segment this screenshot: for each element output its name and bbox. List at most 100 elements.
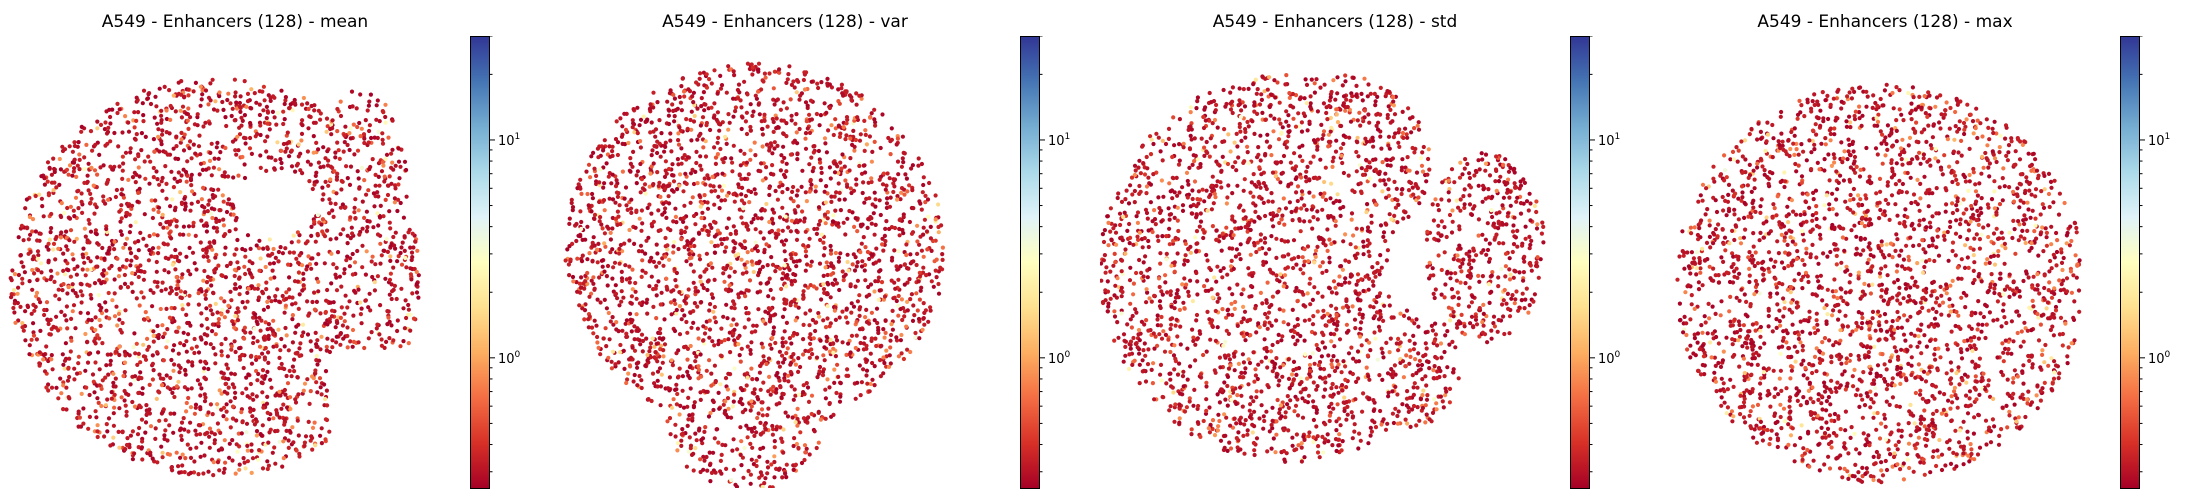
scatter-point [884,348,889,353]
scatter-point [243,248,248,253]
scatter-point [691,100,696,105]
scatter-point [111,380,116,385]
scatter-point [609,366,614,371]
scatter-point [305,377,310,382]
scatter-point [123,265,128,270]
scatter-point [723,376,729,381]
scatter-point [58,376,63,381]
scatter-point [825,210,830,215]
scatter-point [220,193,225,198]
scatter-point [628,206,634,211]
scatter-point [198,407,203,412]
scatter-point [48,268,54,273]
scatter-point [248,406,253,411]
scatter-point [190,189,195,194]
scatter-point [46,318,51,323]
scatter-point [563,258,568,263]
scatter-point [878,212,883,218]
scatter-point [271,318,276,323]
scatter-point [694,354,699,359]
scatter-point [258,123,263,128]
scatter-point [128,223,133,228]
scatter-point [755,216,761,221]
scatter-point [879,343,884,348]
scatter-point [677,332,683,337]
scatter-point [51,241,57,246]
scatter-point [71,257,76,262]
scatter-point [698,71,703,76]
scatter-point [645,117,650,122]
scatter-point [186,87,191,92]
scatter-point [883,239,888,244]
scatter-point [913,335,918,340]
scatter-point [232,252,237,257]
scatter-point [188,405,194,410]
scatter-point [751,323,756,328]
scatter-point [738,148,743,153]
scatter-point [597,219,602,224]
scatter-point [675,157,680,162]
scatter-point [791,272,796,277]
scatter-point [888,345,893,350]
scatter-point [577,281,582,286]
scatter-point [784,475,789,480]
scatter-point [203,341,208,346]
scatter-point [827,82,832,87]
scatter-point [193,80,198,85]
scatter-point [71,208,76,213]
scatter-point [829,194,834,199]
scatter-point [135,265,141,270]
scatter-point [658,343,664,348]
scatter-point [102,434,107,439]
scatter-point [49,385,55,390]
scatter-point [700,227,705,232]
scatter-point [745,92,750,97]
scatter-point [829,199,834,204]
scatter-point [691,280,696,285]
scatter-point [310,186,315,192]
scatter-point [290,317,295,322]
scatter-point [102,280,107,285]
tick-base: 10 [498,352,515,367]
scatter-point [176,279,181,284]
scatter-point [795,78,800,83]
scatter-point [237,132,243,137]
scatter-point [64,229,69,234]
scatter-point [88,229,94,234]
scatter-point [356,208,361,213]
scatter-point [576,182,581,187]
scatter-point [27,279,32,284]
scatter-point [756,61,762,66]
scatter-point [58,213,63,218]
scatter-point [88,191,93,196]
scatter-point [817,123,822,128]
scatter-point [144,403,149,408]
scatter-point [822,358,827,363]
scatter-point [901,356,906,362]
scatter-point [271,246,276,252]
scatter-point [165,451,170,457]
scatter-point [189,386,194,391]
scatter-point [793,303,798,308]
scatter-point [180,307,185,312]
scatter-point [55,271,60,276]
scatter-point [885,196,890,201]
scatter-point [177,470,182,475]
scatter-point [774,264,779,269]
scatter-point [813,189,818,194]
scatter-point [308,339,313,344]
scatter-point [713,470,718,475]
scatter-point [705,228,710,234]
scatter-point [760,178,765,183]
scatter-point [241,456,246,461]
scatter-point [70,252,75,257]
scatter-point [813,328,818,334]
scatter-point [711,309,716,314]
scatter-point [315,212,320,218]
scatter-point [729,323,734,328]
scatter-point [810,352,815,357]
scatter-point [282,310,287,315]
scatter-point [218,430,223,435]
scatter-point [768,392,773,397]
scatter-point [27,214,32,220]
